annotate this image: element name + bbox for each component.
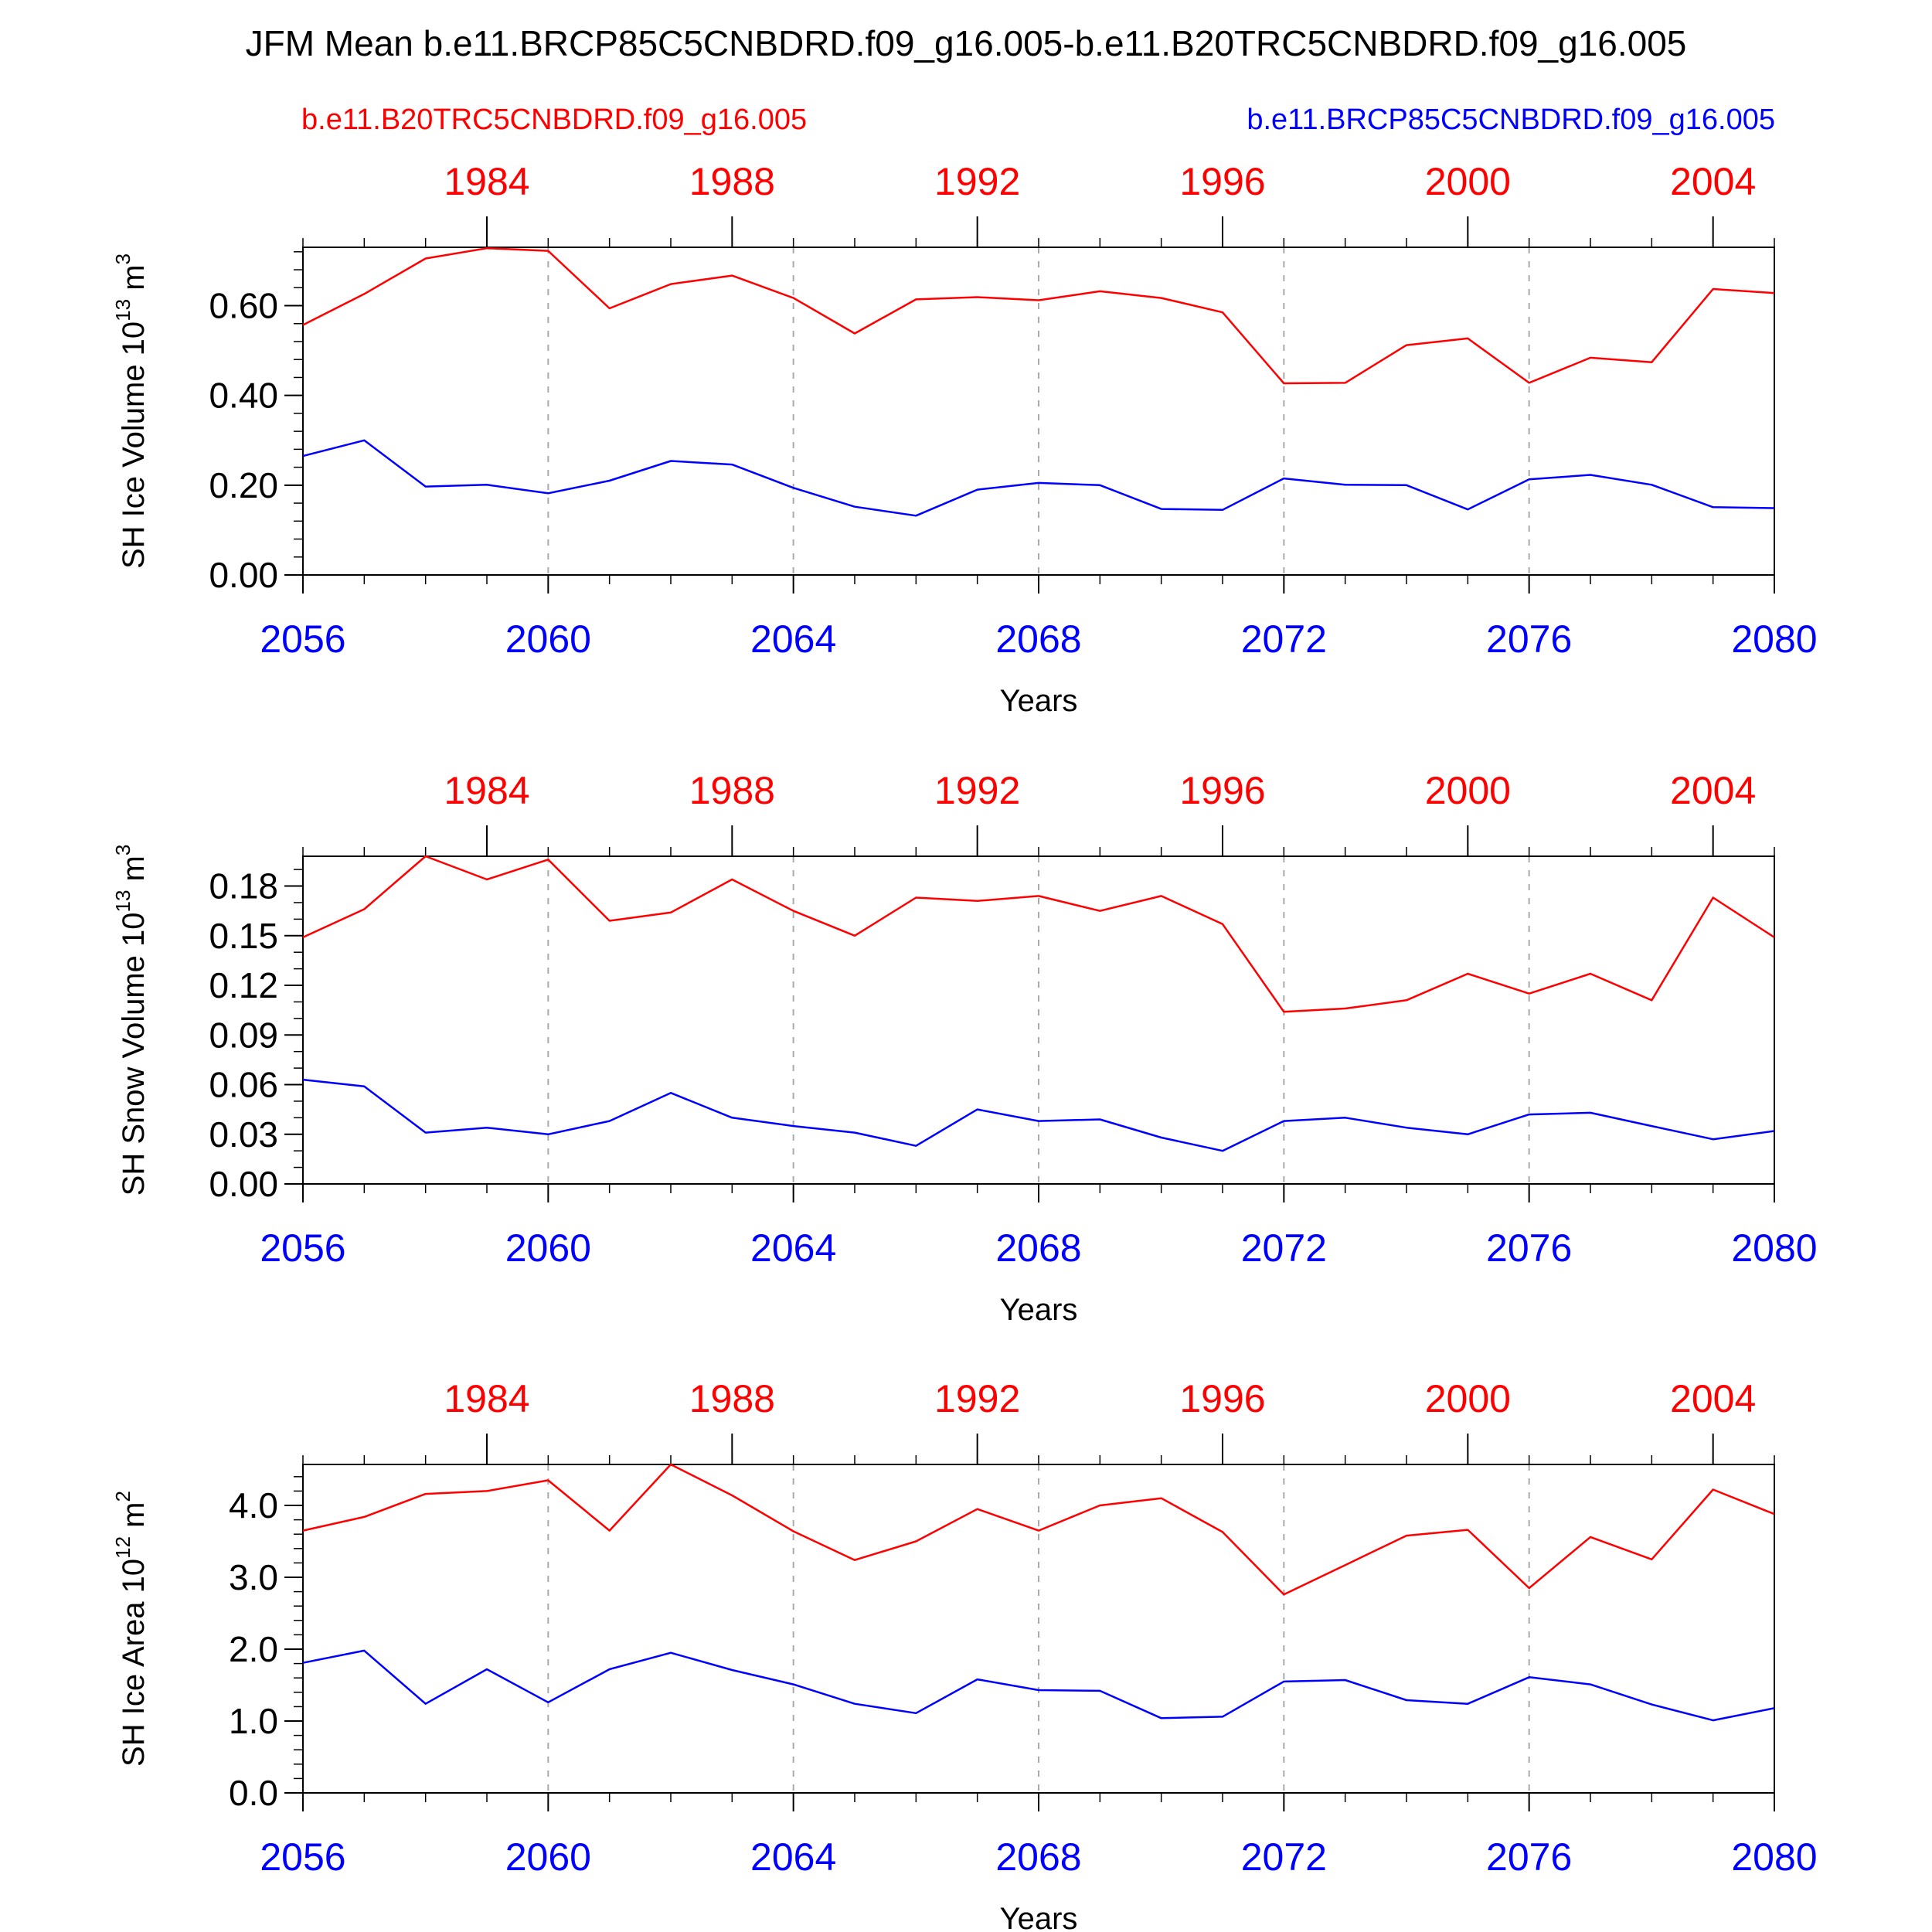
y-axis-label-unit-exponent: 3 — [111, 845, 134, 855]
top-tick-label: 2004 — [1670, 160, 1756, 203]
y-tick-label: 0.40 — [209, 376, 278, 416]
y-axis-label-unit-exponent: 3 — [111, 253, 134, 264]
series-line-future — [302, 1078, 1775, 1152]
x-tick-label: 2076 — [1486, 1835, 1572, 1879]
x-tick-label: 2064 — [750, 1835, 836, 1879]
x-tick-label: 2064 — [750, 1226, 836, 1270]
top-tick-label: 1984 — [444, 1377, 529, 1420]
top-tick-label: 1988 — [689, 160, 775, 203]
y-axis-label-main: SH Ice Area 10 — [117, 1559, 151, 1767]
legend-future-label: b.e11.BRCP85C5CNBDRD.f09_g16.005 — [1247, 104, 1775, 136]
series-line-historical — [302, 855, 1775, 1013]
y-tick-label: 0.03 — [209, 1114, 278, 1155]
series-line-future — [302, 439, 1775, 517]
x-tick-label: 2080 — [1731, 1835, 1817, 1879]
x-tick-label: 2076 — [1486, 617, 1572, 661]
top-tick-label: 1996 — [1179, 160, 1265, 203]
y-axis-label: SH Ice Area 1012 m2 — [111, 1491, 151, 1767]
chart-panel-2: 0.00 0.03 0.06 0.09 0.12 0.15 0.18 2056 2060 2064… — [111, 769, 1818, 1327]
x-axis-label: Years — [1000, 1902, 1078, 1932]
y-tick-label: 0.15 — [209, 916, 278, 956]
y-axis-label-exponent: 13 — [111, 299, 134, 321]
x-tick-label: 2060 — [505, 1226, 591, 1270]
figure-title: JFM Mean b.e11.BRCP85C5CNBDRD.f09_g16.00… — [246, 23, 1687, 63]
top-tick-label: 1996 — [1179, 1377, 1265, 1420]
y-tick-label: 2.0 — [229, 1629, 278, 1669]
x-tick-label: 2060 — [505, 1835, 591, 1879]
x-tick-label: 2056 — [260, 1226, 345, 1270]
x-tick-label: 2056 — [260, 617, 345, 661]
y-tick-label: 0.18 — [209, 866, 278, 906]
x-tick-label: 2068 — [995, 1835, 1081, 1879]
x-tick-label: 2068 — [995, 617, 1081, 661]
chart-panels: 0.00 0.20 0.40 0.60 2056 2060 2064 2068 2072 2076… — [111, 160, 1818, 1932]
top-tick-label: 2004 — [1670, 769, 1756, 812]
y-tick-label: 0.09 — [209, 1015, 278, 1055]
top-tick-label: 1984 — [444, 160, 529, 203]
x-axis-label: Years — [1000, 684, 1078, 718]
x-tick-label: 2076 — [1486, 1226, 1572, 1270]
y-axis-label-unit-exponent: 2 — [111, 1491, 134, 1502]
y-axis-label-main: SH Snow Volume 10 — [117, 912, 151, 1196]
x-tick-label: 2072 — [1241, 617, 1327, 661]
y-tick-label: 1.0 — [229, 1701, 278, 1741]
top-tick-label: 1984 — [444, 769, 529, 812]
y-tick-label: 3.0 — [229, 1557, 278, 1597]
series-line-historical — [302, 247, 1775, 385]
top-tick-label: 1988 — [689, 1377, 775, 1420]
y-axis-label: SH Snow Volume 1013 m3 — [111, 845, 151, 1196]
x-tick-label: 2072 — [1241, 1226, 1327, 1270]
x-tick-label: 2064 — [750, 617, 836, 661]
y-tick-label: 0.0 — [229, 1773, 278, 1813]
x-tick-label: 2060 — [505, 617, 591, 661]
y-axis-label-exponent: 13 — [111, 890, 134, 913]
x-tick-label: 2072 — [1241, 1835, 1327, 1879]
y-axis-label-main: SH Ice Volume 10 — [117, 321, 151, 569]
chart-panel-3: 0.0 1.0 2.0 3.0 4.0 2056 2060 2064 2068 2072 2076 2… — [111, 1377, 1818, 1932]
top-tick-label: 1992 — [934, 769, 1020, 812]
y-tick-label: 0.00 — [209, 555, 278, 595]
x-tick-label: 2080 — [1731, 617, 1817, 661]
x-tick-label: 2080 — [1731, 1226, 1817, 1270]
legend-historical-label: b.e11.B20TRC5CNBDRD.f09_g16.005 — [301, 104, 807, 136]
top-tick-label: 1992 — [934, 1377, 1020, 1420]
y-axis-label-exponent: 12 — [111, 1536, 134, 1559]
y-axis-label-unit: m — [117, 264, 151, 298]
top-tick-label: 2000 — [1425, 769, 1511, 812]
y-tick-label: 0.12 — [209, 965, 278, 1005]
y-tick-label: 4.0 — [229, 1485, 278, 1526]
y-axis-label-unit: m — [117, 1502, 151, 1536]
y-tick-label: 0.60 — [209, 286, 278, 326]
top-tick-label: 2004 — [1670, 1377, 1756, 1420]
x-axis-label: Years — [1000, 1293, 1078, 1327]
series-line-future — [302, 1649, 1775, 1722]
chart-panel-1: 0.00 0.20 0.40 0.60 2056 2060 2064 2068 2072 2076… — [111, 160, 1818, 718]
series-line-historical — [302, 1463, 1775, 1596]
y-tick-label: 0.00 — [209, 1164, 278, 1204]
y-axis-label-unit: m — [117, 855, 151, 889]
x-tick-label: 2068 — [995, 1226, 1081, 1270]
y-tick-label: 0.20 — [209, 465, 278, 505]
top-tick-label: 1996 — [1179, 769, 1265, 812]
y-axis-label: SH Ice Volume 1013 m3 — [111, 253, 151, 569]
top-tick-label: 2000 — [1425, 1377, 1511, 1420]
top-tick-label: 1992 — [934, 160, 1020, 203]
top-tick-label: 1988 — [689, 769, 775, 812]
x-tick-label: 2056 — [260, 1835, 345, 1879]
top-tick-label: 2000 — [1425, 160, 1511, 203]
y-tick-label: 0.06 — [209, 1065, 278, 1105]
